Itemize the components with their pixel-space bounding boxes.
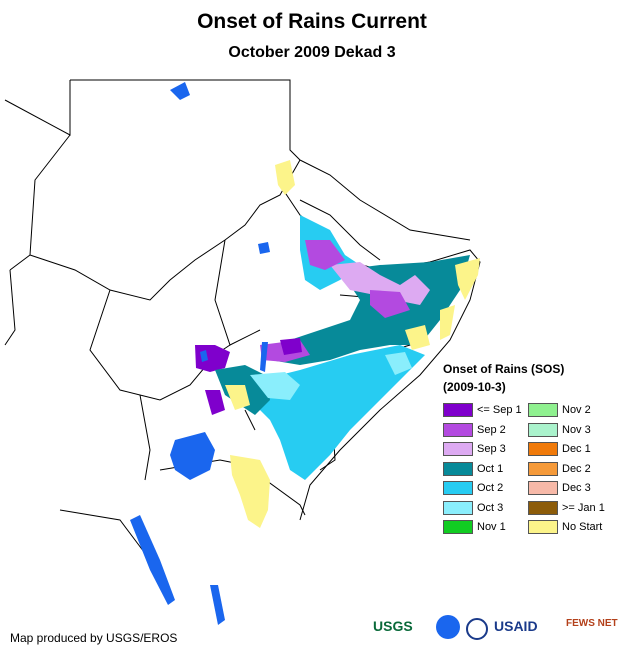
zone-nostart-north — [275, 160, 295, 195]
legend-label: Sep 3 — [477, 443, 506, 455]
legend-label: Nov 1 — [477, 521, 506, 533]
legend-label: Oct 3 — [477, 501, 504, 514]
legend-swatch — [528, 422, 558, 437]
zone-nostart-coast — [440, 305, 455, 340]
legend-period: (2009-10-3) — [443, 380, 506, 394]
zone-sep3 — [330, 262, 430, 305]
legend-swatch — [443, 481, 473, 495]
legend-swatch — [528, 403, 558, 417]
lake-malawi — [210, 585, 225, 625]
zone-sep2-a — [305, 240, 345, 270]
lake-tana — [258, 242, 270, 254]
legend-label: Sep 2 — [477, 423, 506, 436]
legend-swatch — [528, 520, 558, 534]
noaa-logo — [436, 615, 460, 639]
legend-swatch — [528, 442, 558, 456]
zone-oct3-b — [385, 352, 412, 375]
legend-title: Onset of Rains (SOS) — [443, 362, 565, 376]
zone-nostart-uganda — [225, 385, 250, 410]
usaid-logo: USAID — [494, 618, 538, 634]
legend-label: Nov 2 — [562, 404, 591, 416]
nile-river — [170, 82, 190, 100]
usgs-logo: USGS — [373, 618, 413, 634]
zone-sep1-b — [205, 390, 225, 415]
fewsnet-logo: FEWS NET — [566, 618, 618, 629]
map-subtitle: October 2009 Dekad 3 — [228, 44, 396, 61]
legend-swatch — [528, 481, 558, 495]
arabian-coast — [299, 159, 471, 241]
legend-label: Oct 1 — [477, 462, 504, 475]
sos-zones — [195, 160, 480, 528]
legend-swatch — [443, 461, 473, 476]
legend-label: Dec 1 — [562, 443, 591, 455]
legend-swatch — [443, 520, 473, 534]
legend-swatch — [443, 422, 473, 437]
zone-nostart-horn — [455, 258, 480, 300]
legend-label: Dec 3 — [562, 482, 591, 494]
zone-sep2-b — [370, 290, 410, 318]
legend-swatch — [443, 500, 473, 515]
zone-oct3-a — [250, 372, 300, 400]
legend-swatch — [443, 403, 473, 417]
credit-text: Map produced by USGS/EROS — [10, 631, 178, 645]
seal-logo — [466, 618, 488, 640]
lake-turkana — [260, 342, 268, 372]
zone-nostart-somalia — [405, 325, 430, 350]
zone-sep1-c — [280, 338, 302, 355]
lake-victoria — [170, 432, 215, 480]
legend-label: Oct 2 — [477, 482, 504, 494]
zone-nostart-kenya — [230, 455, 270, 528]
legend-label: Dec 2 — [562, 462, 591, 475]
lake-tanganyika — [130, 515, 175, 605]
legend-label: Nov 3 — [562, 423, 591, 436]
legend-swatch — [528, 461, 558, 476]
map-title: Onset of Rains Current — [197, 10, 427, 33]
lake-rudolf-small — [200, 350, 208, 362]
legend-label: <= Sep 1 — [477, 404, 522, 416]
legend-swatch — [443, 442, 473, 456]
legend-swatch — [528, 500, 558, 515]
legend-label: >= Jan 1 — [562, 501, 605, 514]
zone-oct2-south — [250, 345, 425, 480]
legend-label: No Start — [562, 521, 603, 533]
water-bodies — [130, 82, 270, 625]
